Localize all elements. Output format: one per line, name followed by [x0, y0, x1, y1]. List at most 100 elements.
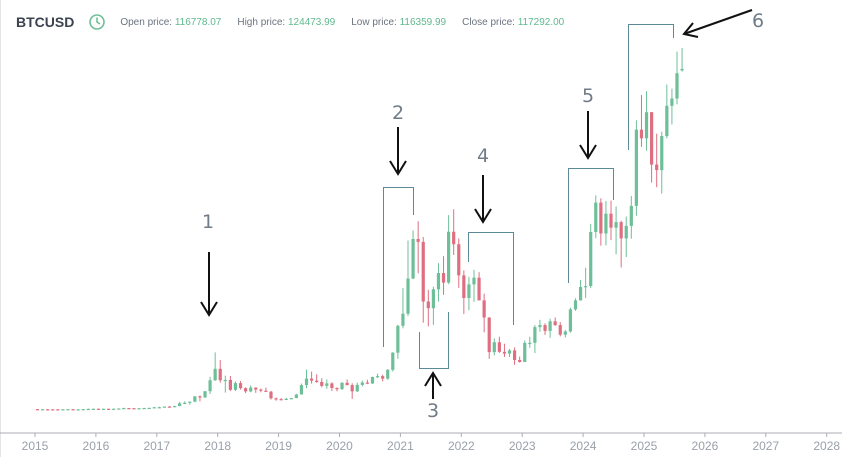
candle: [304, 369, 309, 389]
candle: [533, 325, 537, 353]
candle-body: [624, 225, 628, 239]
candle-body: [325, 383, 329, 386]
candle-body: [294, 394, 298, 399]
candle: [660, 131, 664, 194]
annotation-label-5: 5: [582, 85, 594, 107]
candle: [518, 356, 522, 363]
open-price-value: 116778.07: [174, 16, 222, 28]
candle: [548, 318, 552, 338]
candle: [670, 88, 674, 125]
annotation-label-6: 6: [752, 10, 764, 32]
candle-body: [81, 409, 85, 411]
x-tick-label: 2015: [22, 439, 49, 453]
candle-body: [203, 391, 207, 398]
annotation-label-4: 4: [477, 145, 489, 167]
x-axis: 2015 2016 2017 2018 2019 2020 2021 2022 2023 2024…: [22, 433, 840, 453]
candle-body: [599, 202, 603, 234]
candle: [573, 298, 578, 311]
candle: [538, 319, 542, 332]
candle: [477, 272, 481, 301]
annotation-label-3: 3: [427, 400, 439, 422]
candle: [568, 307, 573, 333]
symbol-label: BTCUSD: [16, 14, 75, 30]
candle-body: [518, 359, 522, 363]
candle-body: [249, 387, 253, 392]
candle-body: [441, 273, 446, 283]
candle-body: [122, 408, 126, 410]
candle-body: [584, 286, 588, 288]
candle: [228, 375, 232, 392]
candle: [208, 376, 212, 395]
arrow-6: [682, 9, 753, 38]
candle: [381, 374, 385, 382]
candle-body: [193, 396, 197, 402]
candle-body: [482, 300, 486, 318]
candle-body: [452, 231, 456, 245]
x-tick-label: 2021: [387, 439, 414, 453]
candle: [76, 409, 80, 411]
annotation-label-1: 1: [202, 211, 214, 233]
candle: [416, 221, 420, 274]
candle: [178, 401, 182, 407]
candle-body: [86, 408, 90, 411]
candle: [609, 200, 613, 241]
candle-body: [41, 409, 45, 411]
candle-body: [436, 273, 441, 290]
candle-body: [198, 396, 202, 398]
candle: [309, 371, 314, 384]
candle: [152, 407, 156, 409]
candle-body: [178, 403, 182, 407]
candle: [244, 387, 248, 394]
candle: [528, 336, 532, 348]
candle: [172, 405, 177, 408]
candles: [35, 48, 684, 411]
open-price-label: Open price:: [120, 16, 173, 28]
open-price: Open price: 116778.07: [120, 17, 221, 28]
x-tick-label: 2017: [143, 439, 170, 453]
candle-body: [406, 278, 410, 314]
candle-body: [629, 205, 633, 226]
candle-body: [340, 382, 344, 390]
candle: [462, 270, 466, 315]
candle: [238, 380, 243, 390]
candle: [492, 338, 496, 356]
candle: [375, 373, 380, 379]
candle: [56, 409, 60, 411]
arrows: [200, 9, 753, 399]
candle-body: [238, 383, 243, 389]
candle: [426, 289, 430, 327]
candle-body: [208, 380, 212, 392]
x-tick-label: 2025: [631, 439, 658, 453]
candle: [350, 383, 354, 399]
candle: [66, 409, 70, 411]
close-price: Close price: 117292.00: [462, 17, 564, 28]
candle: [639, 95, 644, 147]
candle-body: [259, 389, 263, 391]
candle-body: [228, 379, 232, 390]
candle: [122, 407, 126, 410]
candle: [71, 409, 75, 411]
annotation-labels: 1 2 3 4 5 6: [202, 10, 764, 422]
x-tick-label: 2023: [509, 439, 536, 453]
candle-body: [152, 407, 156, 409]
candle-body: [462, 275, 466, 299]
candle-body: [213, 368, 217, 381]
candle: [411, 230, 415, 280]
candle: [137, 408, 141, 410]
candle-body: [396, 325, 400, 353]
candle-body: [61, 409, 65, 411]
candle: [578, 280, 583, 301]
candle: [487, 317, 491, 359]
candle: [279, 398, 283, 401]
candle-body: [492, 342, 496, 353]
clock-icon[interactable]: [88, 13, 106, 31]
high-price-label: High price:: [237, 16, 286, 28]
candle: [198, 395, 202, 402]
candle: [188, 401, 192, 405]
candle: [421, 236, 425, 323]
candle-body: [157, 407, 161, 409]
candle-body: [426, 301, 430, 309]
candle-body: [233, 383, 238, 390]
candle-body: [594, 202, 598, 233]
